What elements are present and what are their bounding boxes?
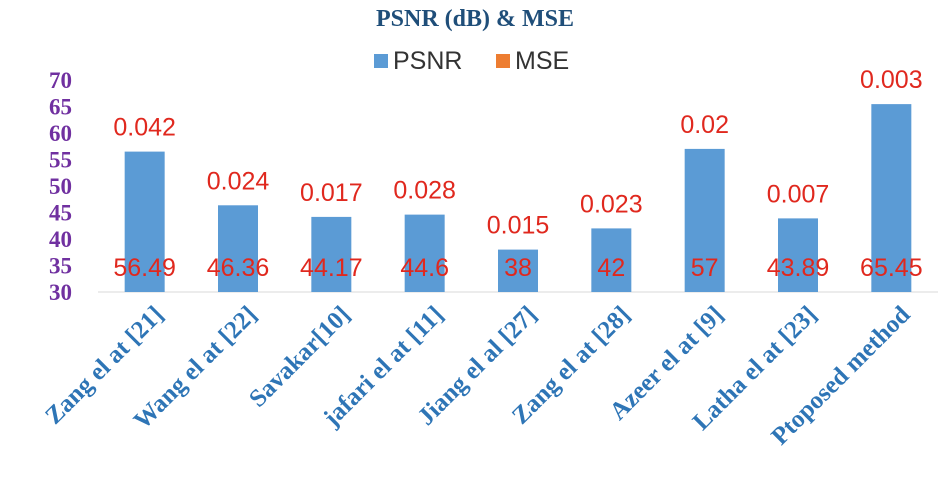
bars (124, 104, 912, 293)
psnr-bar (124, 151, 165, 292)
psnr-value-label: 46.36 (207, 254, 270, 282)
psnr-bar (311, 216, 352, 292)
psnr-bar (498, 249, 538, 292)
y-tick-label: 45 (49, 201, 72, 226)
legend-swatch-mse (496, 54, 510, 68)
legend-label-psnr: PSNR (393, 47, 462, 75)
y-tick-label: 35 (49, 254, 72, 279)
mse-value-label: 0.003 (860, 66, 923, 94)
psnr-bar (591, 228, 632, 292)
mse-value-label: 0.02 (680, 111, 729, 139)
y-tick-label: 55 (49, 148, 72, 173)
y-tick-label: 70 (49, 68, 72, 93)
mse-value-label: 0.042 (113, 114, 176, 142)
mse-value-label: 0.023 (580, 190, 643, 218)
psnr-bar (871, 104, 912, 293)
chart-title: PSNR (dB) & MSE (376, 6, 574, 32)
mse-value-label: 0.015 (487, 212, 550, 240)
y-tick-label: 30 (49, 280, 72, 305)
psnr-value-label: 44.17 (300, 254, 363, 282)
mse-value-label: 0.017 (300, 179, 363, 207)
psnr-value-label: 44.6 (400, 254, 449, 282)
y-tick-label: 40 (49, 227, 72, 252)
legend-label-mse: MSE (515, 47, 569, 75)
psnr-value-label: 42 (597, 254, 625, 282)
psnr-bar (684, 148, 725, 292)
psnr-value-label: 56.49 (113, 254, 176, 282)
psnr-value-label: 43.89 (767, 254, 830, 282)
y-tick-label: 60 (49, 121, 72, 146)
x-axis: Zang el at [21]Wang el at [22]Savakar[10… (40, 301, 915, 450)
psnr-bar (404, 214, 445, 292)
psnr-value-label: 57 (691, 254, 719, 282)
psnr-bar (218, 205, 258, 292)
mse-value-label: 0.007 (767, 180, 830, 208)
y-tick-label: 65 (49, 95, 72, 120)
value-labels: 56.49 0.042 46.36 0.024 44.17 0.017 44.6 0.028 3… (113, 66, 922, 282)
psnr-value-label: 38 (504, 254, 532, 282)
legend: PSNR MSE (374, 47, 569, 75)
legend-swatch-psnr (374, 54, 388, 68)
y-tick-label: 50 (49, 174, 72, 199)
mse-value-label: 0.024 (207, 167, 270, 195)
mse-value-label: 0.028 (393, 177, 456, 205)
psnr-value-label: 65.45 (860, 254, 923, 282)
psnr-bar (778, 218, 818, 292)
